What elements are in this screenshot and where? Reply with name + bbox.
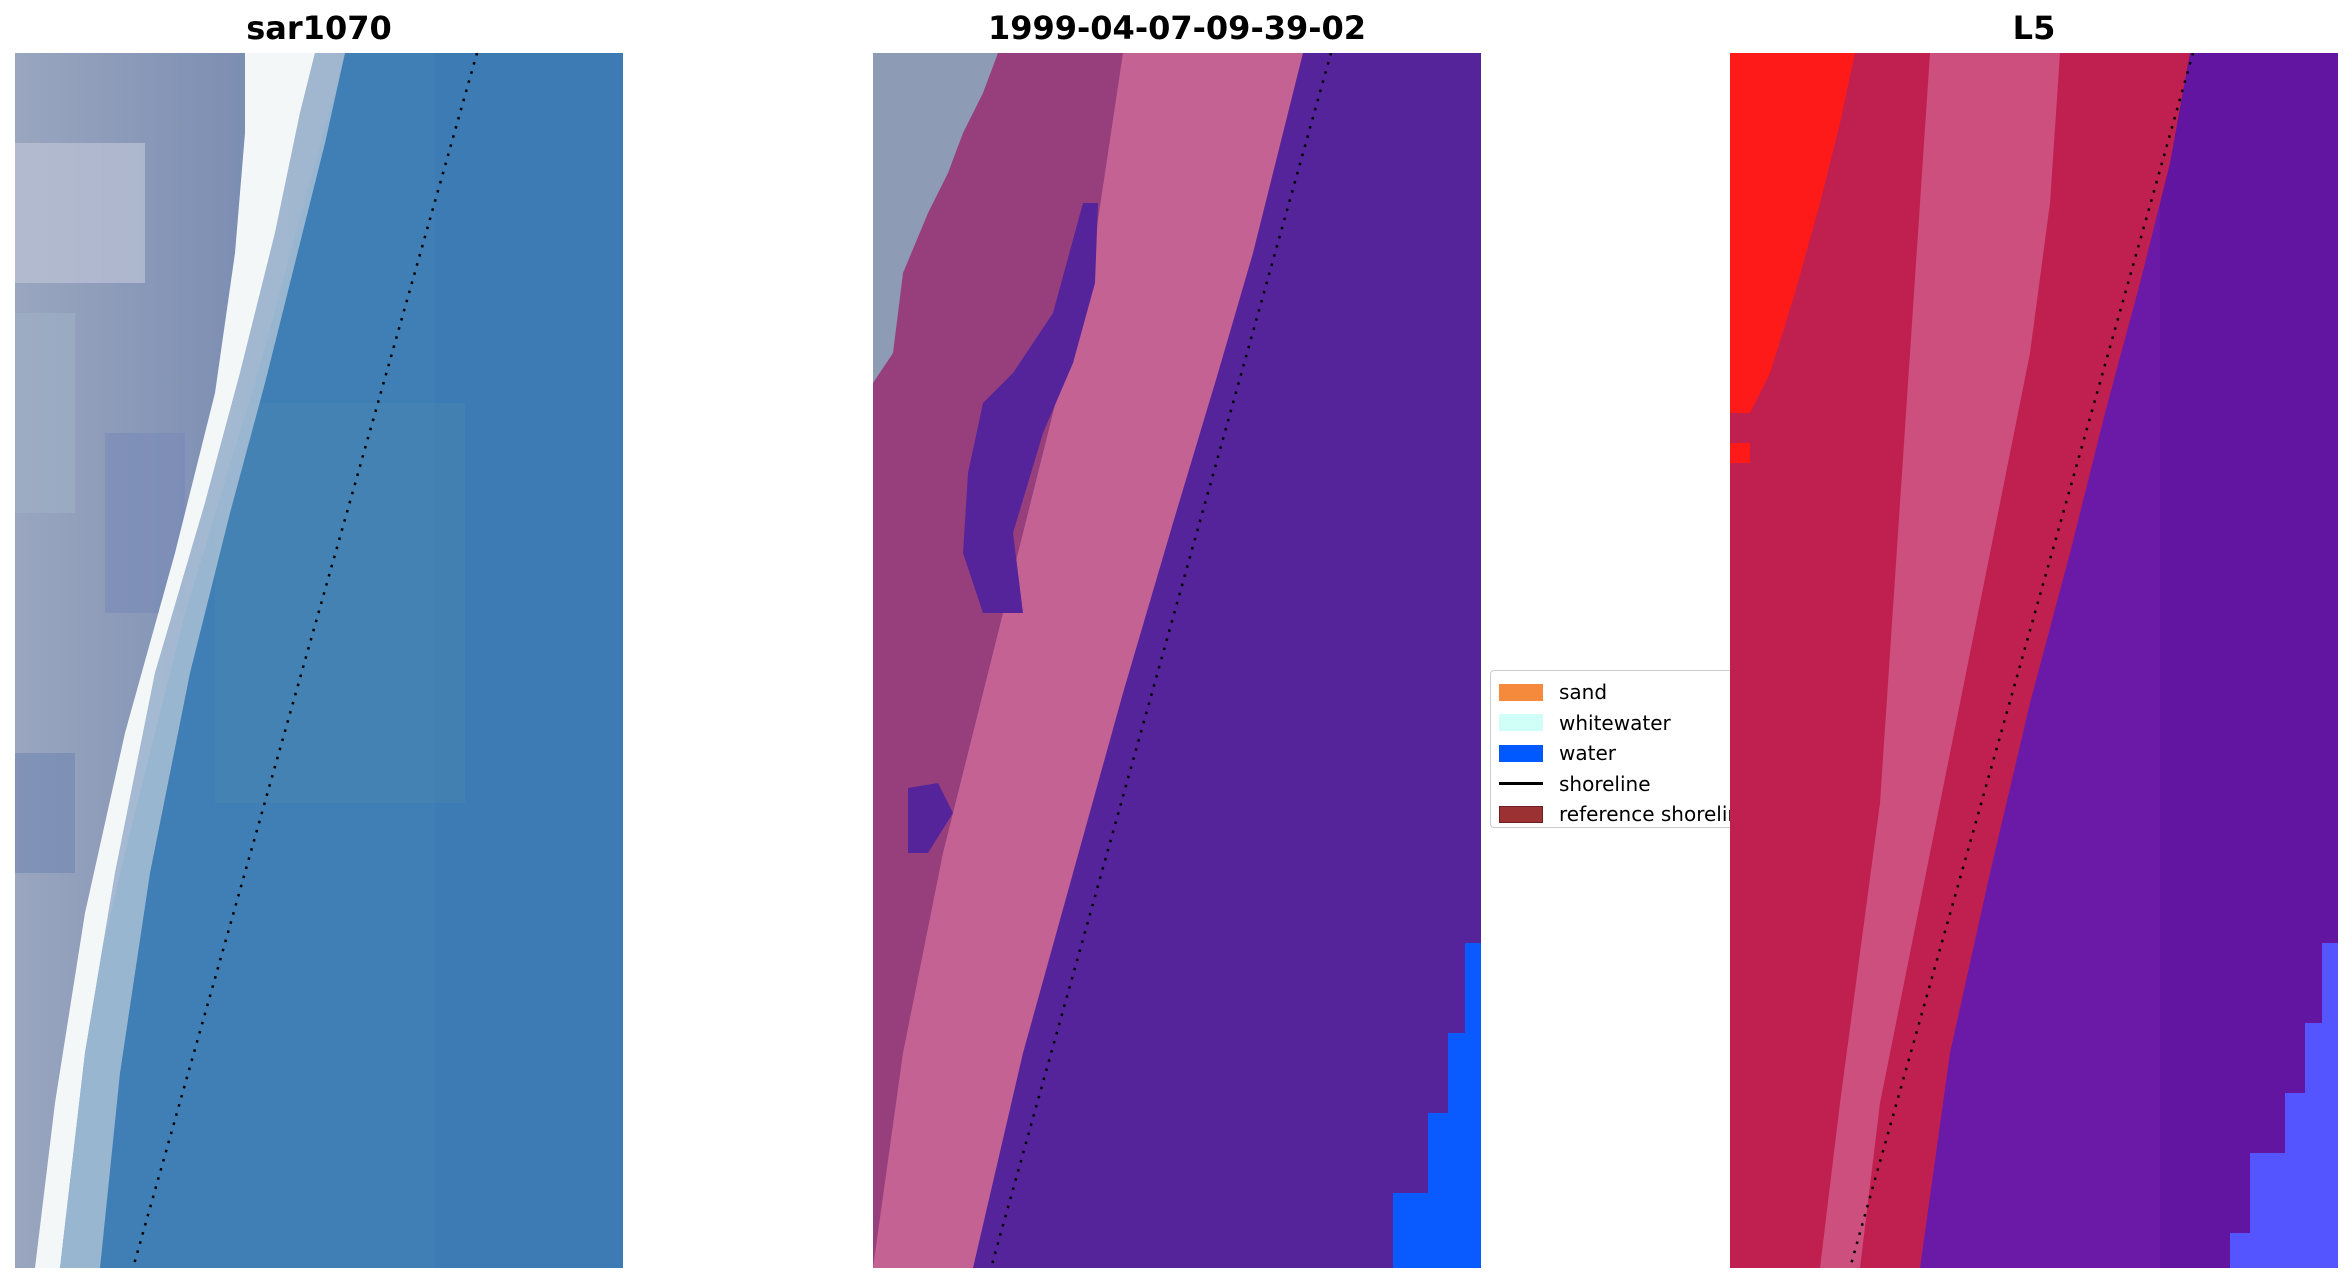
index-red-area (1730, 53, 1855, 413)
legend-item-water: water (1499, 738, 1730, 769)
legend-swatch-reference-shoreline (1499, 805, 1543, 823)
shoreline (131, 53, 479, 1268)
index-blue-area (2230, 943, 2338, 1268)
legend-swatch-sand (1499, 683, 1543, 701)
water-blue-class (1393, 943, 1481, 1268)
panel-title-l5: L5 (2012, 9, 2056, 47)
legend-item-reference-shoreline: reference shoreline (1499, 799, 1730, 827)
legend: sand whitewater water shoreline referenc… (1490, 670, 1730, 828)
classification-image (873, 53, 1481, 1268)
shoreline (1848, 53, 2195, 1268)
legend-label-whitewater: whitewater (1559, 710, 1671, 735)
l5-index-panel (1730, 53, 2338, 1268)
legend-item-sand: sand (1499, 677, 1730, 708)
legend-swatch-water (1499, 744, 1543, 762)
legend-label-sand: sand (1559, 680, 1608, 705)
legend-swatch-whitewater (1499, 714, 1543, 732)
legend-line-shoreline (1499, 782, 1543, 786)
shoreline (989, 53, 1333, 1268)
gray-class (873, 53, 998, 383)
panel-title-classification: 1999-04-07-09-39-02 (987, 9, 1367, 47)
rgb-image (15, 53, 623, 1268)
whitewater-band (35, 53, 315, 1268)
legend-label-water: water (1559, 741, 1616, 766)
legend-label-reference-shoreline: reference shoreline (1559, 802, 1730, 827)
legend-item-whitewater: whitewater (1499, 708, 1730, 739)
l5-index-image (1730, 53, 2338, 1268)
panel-title-sar1070: sar1070 (246, 9, 392, 47)
rgb-image-panel (15, 53, 623, 1268)
legend-label-shoreline: shoreline (1559, 771, 1651, 796)
legend-item-shoreline: shoreline (1499, 769, 1730, 800)
classification-panel (873, 53, 1481, 1268)
